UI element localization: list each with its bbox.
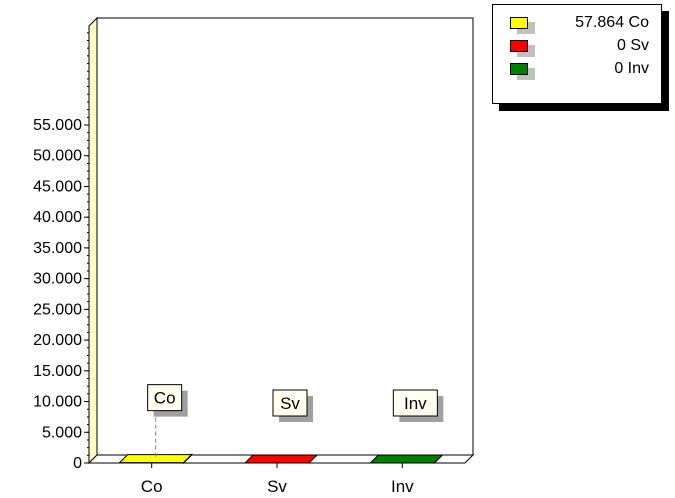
legend: 57.864 Co 0 Sv 0 Inv [492,4,669,111]
legend-item-sv: 0 Sv [493,36,661,58]
bar-side-co [183,453,193,465]
bars [118,453,444,468]
back-wall [96,17,474,456]
data-label-box [272,389,308,417]
legend-item-co: 57.864 Co [493,13,661,35]
y-tick-label: 5.000 [42,424,82,441]
legend-label-sv: 0 Sv [616,37,649,54]
x-axis-labels: Co Sv Inv [141,477,414,496]
bar-top-sv [243,454,319,464]
x-label-inv: Inv [391,477,414,496]
y-tick-label: 10.000 [33,394,82,411]
y-tick-label: 15.000 [33,363,82,380]
y-tick-label: 25.000 [33,301,82,318]
y-tick-label: 0 [73,455,82,472]
left-wall [88,16,98,465]
data-label-inv: Inv [404,394,427,413]
legend-label-inv: 0 Inv [614,60,649,77]
bar-side-inv [433,454,443,464]
legend-swatch-sv [510,40,528,52]
legend-swatch-inv [510,63,528,75]
x-label-sv: Sv [267,477,287,496]
y-axis-ticks: 0 5.000 10.000 15.000 20.000 25.000 30.000 35.0… [33,32,89,472]
legend-swatch-co [510,17,528,29]
legend-box: 57.864 Co 0 Sv 0 Inv [492,4,662,104]
data-label-sv: Sv [280,394,300,413]
y-tick-label: 35.000 [33,240,82,257]
y-tick-label: 55.000 [33,117,82,134]
legend-label-co: 57.864 Co [575,14,649,31]
bar-side-sv [308,454,318,464]
x-label-co: Co [141,477,163,496]
data-label-co: Co [154,389,176,408]
data-label-box [392,389,438,417]
legend-item-inv: 0 Inv [493,59,661,81]
y-tick-label: 20.000 [33,332,82,349]
data-label-box [147,384,183,412]
bar-top-inv [369,454,444,464]
y-tick-label: 40.000 [33,209,82,226]
y-tick-label: 30.000 [33,271,82,288]
y-tick-label: 45.000 [33,178,82,195]
data-labels: Co Sv Inv [147,384,444,459]
y-tick-label: 50.000 [33,148,82,165]
